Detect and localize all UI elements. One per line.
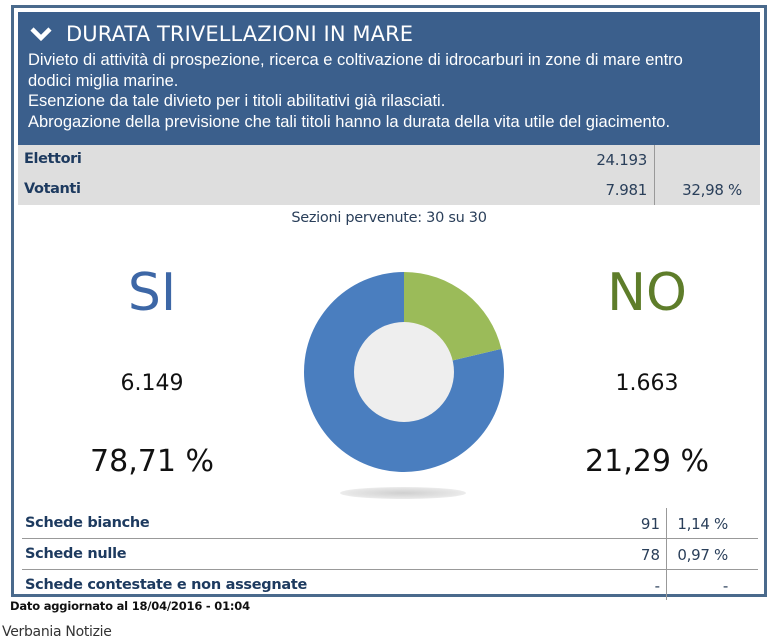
question-header[interactable]: DURATA TRIVELLAZIONI IN MARE Divieto di …: [18, 12, 760, 145]
donut-shadow: [340, 487, 466, 499]
results-donut-chart: [303, 272, 504, 472]
row-percent: -: [722, 577, 728, 595]
question-title: DURATA TRIVELLAZIONI IN MARE: [66, 22, 414, 46]
column-divider: [654, 145, 655, 205]
sections-received: Sezioni pervenute: 30 su 30: [291, 210, 487, 226]
description-line: Divieto di attività di prospezione, rice…: [28, 51, 683, 69]
source-credit: Verbania Notizie: [2, 624, 112, 640]
row-value: 78: [640, 546, 660, 564]
chevron-down-icon[interactable]: [30, 23, 52, 45]
elettori-value: 24.193: [596, 151, 647, 169]
si-count: 6.149: [120, 371, 184, 396]
table-row: Schede nulle 78 0,97 %: [22, 539, 758, 570]
elettori-label: Elettori: [24, 151, 82, 167]
votanti-value: 7.981: [605, 181, 648, 199]
table-row: Schede contestate e non assegnate - -: [22, 570, 758, 601]
row-value: 91: [640, 515, 660, 533]
no-label: NO: [607, 263, 687, 323]
elettori-row: Elettori 24.193: [18, 145, 760, 175]
row-label: Schede contestate e non assegnate: [25, 577, 308, 593]
header-title-row[interactable]: DURATA TRIVELLAZIONI IN MARE: [30, 22, 413, 46]
last-updated: Dato aggiornato al 18/04/2016 - 01:04: [10, 599, 250, 613]
votanti-percent: 32,98 %: [682, 181, 742, 199]
column-divider: [666, 508, 667, 600]
row-percent: 1,14 %: [677, 515, 728, 533]
row-value: -: [654, 577, 660, 595]
table-row: Schede bianche 91 1,14 %: [22, 508, 758, 539]
si-label: SI: [127, 263, 177, 323]
turnout-table: Elettori 24.193 Votanti 7.981 32,98 %: [18, 145, 760, 205]
si-percent: 78,71 %: [90, 444, 214, 479]
no-percent: 21,29 %: [585, 444, 709, 479]
description-line: Abrogazione della previsione che tali ti…: [28, 112, 671, 131]
donut-hole: [354, 322, 454, 422]
no-count: 1.663: [615, 371, 679, 396]
question-description: Divieto di attività di prospezione, rice…: [28, 50, 753, 132]
referendum-result-panel: DURATA TRIVELLAZIONI IN MARE Divieto di …: [11, 5, 767, 600]
description-line: Esenzione da tale divieto per i titoli a…: [28, 92, 446, 110]
votanti-row: Votanti 7.981 32,98 %: [18, 175, 760, 205]
votanti-label: Votanti: [24, 181, 81, 197]
description-line: dodici miglia marine.: [28, 71, 179, 90]
row-label: Schede bianche: [25, 515, 150, 531]
ballots-table: Schede bianche 91 1,14 % Schede nulle 78…: [22, 508, 758, 601]
row-percent: 0,97 %: [677, 546, 728, 564]
row-label: Schede nulle: [25, 546, 127, 562]
